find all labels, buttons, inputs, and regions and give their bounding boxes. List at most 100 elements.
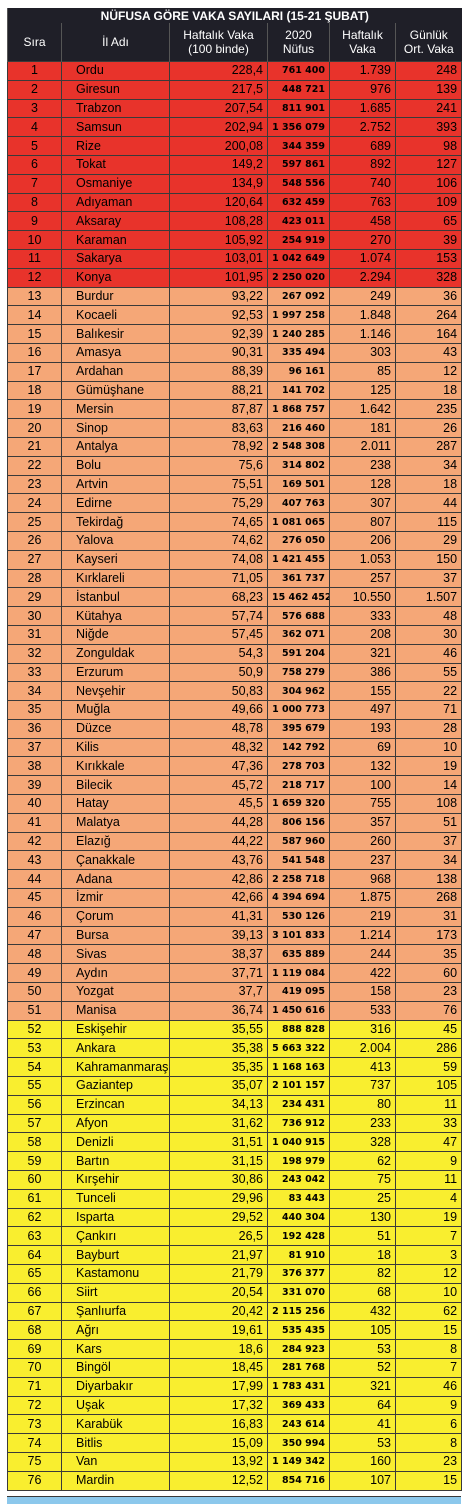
table-cell: Yozgat — [61, 982, 170, 1002]
table-cell: Antalya — [61, 436, 170, 457]
table-cell: İzmir — [61, 888, 170, 908]
table-cell: 47 — [7, 925, 62, 946]
table-row: 51 Manisa 36,74 1 450 616 533 76 — [7, 1000, 463, 1021]
table-cell: 68 — [7, 1320, 62, 1341]
table-cell: 53 — [7, 1038, 62, 1059]
table-cell: Malatya — [61, 812, 170, 833]
table-row: 67 Şanlıurfa 20,42 2 115 256 432 62 — [7, 1301, 463, 1322]
table-cell: 55 — [7, 1076, 62, 1096]
table-cell: 30,86 — [169, 1170, 268, 1190]
table-cell: 83,63 — [169, 418, 268, 438]
table-cell: 57 — [7, 1113, 62, 1134]
table-cell: Aydın — [61, 963, 170, 984]
table-cell: 76 — [394, 1000, 463, 1021]
table-row: 19 Mersin 87,87 1 868 757 1.642 235 — [7, 399, 463, 420]
table-row: 47 Bursa 39,13 3 101 833 1.214 173 — [7, 925, 463, 946]
table-cell: 217,5 — [169, 79, 268, 100]
table-cell: 48 — [394, 606, 463, 626]
table-row: 29 İstanbul 68,23 15 462 452 10.550 1.507 — [7, 587, 463, 608]
table-cell: 10 — [394, 1282, 463, 1303]
table-cell: 419 095 — [267, 982, 330, 1002]
table-cell: 267 092 — [267, 286, 330, 307]
table-cell: Diyarbakır — [61, 1376, 170, 1397]
table-cell: 331 070 — [267, 1282, 330, 1303]
table-cell: 34 — [7, 681, 62, 702]
table-cell: 1 119 084 — [267, 963, 330, 984]
table-cell: Bingöl — [61, 1357, 170, 1378]
table-cell: 2.004 — [329, 1038, 396, 1059]
table-cell: 139 — [394, 79, 463, 100]
table-row: 62 Isparta 29,52 440 304 130 19 — [7, 1207, 463, 1228]
table-cell: 127 — [394, 154, 463, 175]
table-cell: Çanakkale — [61, 850, 170, 871]
table-cell: 69 — [329, 737, 396, 758]
table-cell: 968 — [329, 869, 396, 890]
table-cell: 1.507 — [394, 587, 463, 608]
table-cell: 587 960 — [267, 831, 330, 852]
table-cell: 11 — [394, 1094, 463, 1115]
table-cell: 1 040 915 — [267, 1132, 330, 1153]
table-cell: 1.739 — [329, 61, 396, 81]
table-cell: 35,35 — [169, 1057, 268, 1078]
table-cell: 10 — [7, 230, 62, 250]
table-row: 36 Düzce 48,78 395 679 193 28 — [7, 718, 463, 739]
table-cell: 19,61 — [169, 1320, 268, 1341]
table-cell: 350 994 — [267, 1433, 330, 1453]
table-cell: 101,95 — [169, 267, 268, 288]
table-cell: 361 737 — [267, 568, 330, 589]
table-cell: 26 — [7, 530, 62, 551]
table-cell: 18 — [394, 474, 463, 495]
table-cell: 268 — [394, 888, 463, 908]
table-cell: 87,87 — [169, 399, 268, 420]
table-cell: Trabzon — [61, 98, 170, 119]
table-cell: 52 — [329, 1357, 396, 1378]
table-cell: 241 — [394, 98, 463, 119]
table-cell: 61 — [7, 1188, 62, 1209]
table-cell: Kocaeli — [61, 305, 170, 326]
table-cell: 237 — [329, 850, 396, 871]
table-cell: 71 — [7, 1376, 62, 1397]
table-cell: 31 — [7, 624, 62, 645]
table-row: 22 Bolu 75,6 314 802 238 34 — [7, 455, 463, 476]
table-cell: 2 548 308 — [267, 436, 330, 457]
table-cell: Siirt — [61, 1282, 170, 1303]
table-cell: 65 — [394, 211, 463, 232]
table-cell: 149,2 — [169, 154, 268, 175]
table-cell: 160 — [329, 1451, 396, 1472]
table-cell: Edirne — [61, 493, 170, 514]
table-cell: 45 — [394, 1019, 463, 1040]
table-row: 71 Diyarbakır 17,99 1 783 431 321 46 — [7, 1376, 463, 1397]
column-header: Haftalık Vaka — [329, 23, 396, 62]
table-row: 75 Van 13,92 1 149 342 160 23 — [7, 1451, 463, 1472]
table-row: 25 Tekirdağ 74,65 1 081 065 807 115 — [7, 512, 463, 532]
table-cell: 535 435 — [267, 1320, 330, 1341]
table-cell: 48 — [7, 944, 62, 965]
table-cell: 62 — [7, 1207, 62, 1228]
table-cell: 49,66 — [169, 700, 268, 720]
table-cell: 48,32 — [169, 737, 268, 758]
column-header: Haftalık Vaka (100 binde) — [169, 23, 268, 62]
table-cell: 15 — [7, 324, 62, 344]
table-cell: 321 — [329, 1376, 396, 1397]
table-cell: 316 — [329, 1019, 396, 1040]
table-cell: 238 — [329, 455, 396, 476]
table-cell: 1 240 285 — [267, 324, 330, 344]
table-cell: 736 912 — [267, 1113, 330, 1134]
table-row: 35 Muğla 49,66 1 000 773 497 71 — [7, 700, 463, 720]
table-cell: 218 717 — [267, 775, 330, 796]
table-cell: 35,07 — [169, 1076, 268, 1096]
table-cell: Sakarya — [61, 248, 170, 269]
table-cell: Bitlis — [61, 1433, 170, 1453]
table-cell: 287 — [394, 436, 463, 457]
table-cell: Erzincan — [61, 1094, 170, 1115]
table-cell: 53 — [329, 1433, 396, 1453]
table-cell: 328 — [394, 267, 463, 288]
table-cell: Nevşehir — [61, 681, 170, 702]
table-row: 32 Zonguldak 54,3 591 204 321 46 — [7, 643, 463, 664]
table-cell: 72 — [7, 1395, 62, 1416]
table-cell: 307 — [329, 493, 396, 514]
table-cell: 128 — [329, 474, 396, 495]
table-cell: 2 258 718 — [267, 869, 330, 890]
table-cell: Rize — [61, 136, 170, 156]
